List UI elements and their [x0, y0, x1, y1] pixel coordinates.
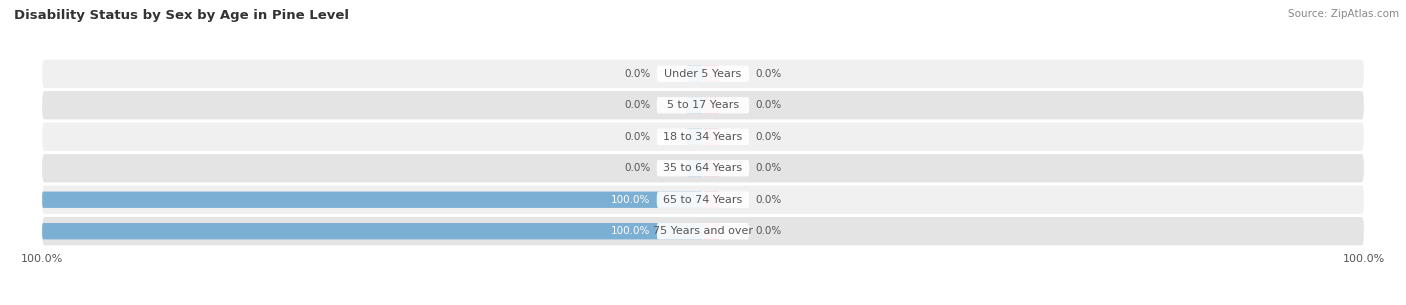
FancyBboxPatch shape [703, 160, 720, 176]
Text: 0.0%: 0.0% [756, 100, 782, 110]
Text: 0.0%: 0.0% [756, 195, 782, 205]
FancyBboxPatch shape [703, 192, 720, 208]
Text: 0.0%: 0.0% [624, 132, 650, 142]
FancyBboxPatch shape [657, 66, 749, 82]
Text: 0.0%: 0.0% [756, 69, 782, 79]
Text: 65 to 74 Years: 65 to 74 Years [664, 195, 742, 205]
Text: Source: ZipAtlas.com: Source: ZipAtlas.com [1288, 9, 1399, 19]
FancyBboxPatch shape [42, 154, 1364, 182]
Text: 0.0%: 0.0% [756, 226, 782, 236]
Text: 18 to 34 Years: 18 to 34 Years [664, 132, 742, 142]
FancyBboxPatch shape [703, 129, 720, 145]
Text: 35 to 64 Years: 35 to 64 Years [664, 163, 742, 173]
Text: Disability Status by Sex by Age in Pine Level: Disability Status by Sex by Age in Pine … [14, 9, 349, 22]
FancyBboxPatch shape [42, 223, 703, 239]
FancyBboxPatch shape [42, 217, 1364, 246]
Text: 0.0%: 0.0% [756, 132, 782, 142]
FancyBboxPatch shape [657, 129, 749, 145]
FancyBboxPatch shape [42, 185, 1364, 214]
FancyBboxPatch shape [686, 97, 703, 113]
FancyBboxPatch shape [686, 160, 703, 176]
FancyBboxPatch shape [703, 223, 720, 239]
Text: 5 to 17 Years: 5 to 17 Years [666, 100, 740, 110]
Text: 0.0%: 0.0% [756, 163, 782, 173]
Text: 100.0%: 100.0% [610, 226, 650, 236]
FancyBboxPatch shape [42, 123, 1364, 151]
FancyBboxPatch shape [686, 129, 703, 145]
Text: 75 Years and over: 75 Years and over [652, 226, 754, 236]
FancyBboxPatch shape [42, 59, 1364, 88]
FancyBboxPatch shape [42, 192, 703, 208]
Text: 0.0%: 0.0% [624, 69, 650, 79]
FancyBboxPatch shape [657, 192, 749, 208]
Text: 0.0%: 0.0% [624, 100, 650, 110]
Text: Under 5 Years: Under 5 Years [665, 69, 741, 79]
FancyBboxPatch shape [657, 223, 749, 239]
FancyBboxPatch shape [703, 97, 720, 113]
FancyBboxPatch shape [657, 160, 749, 176]
Text: 100.0%: 100.0% [610, 195, 650, 205]
FancyBboxPatch shape [703, 66, 720, 82]
FancyBboxPatch shape [657, 97, 749, 113]
Text: 0.0%: 0.0% [624, 163, 650, 173]
FancyBboxPatch shape [686, 66, 703, 82]
FancyBboxPatch shape [42, 91, 1364, 120]
